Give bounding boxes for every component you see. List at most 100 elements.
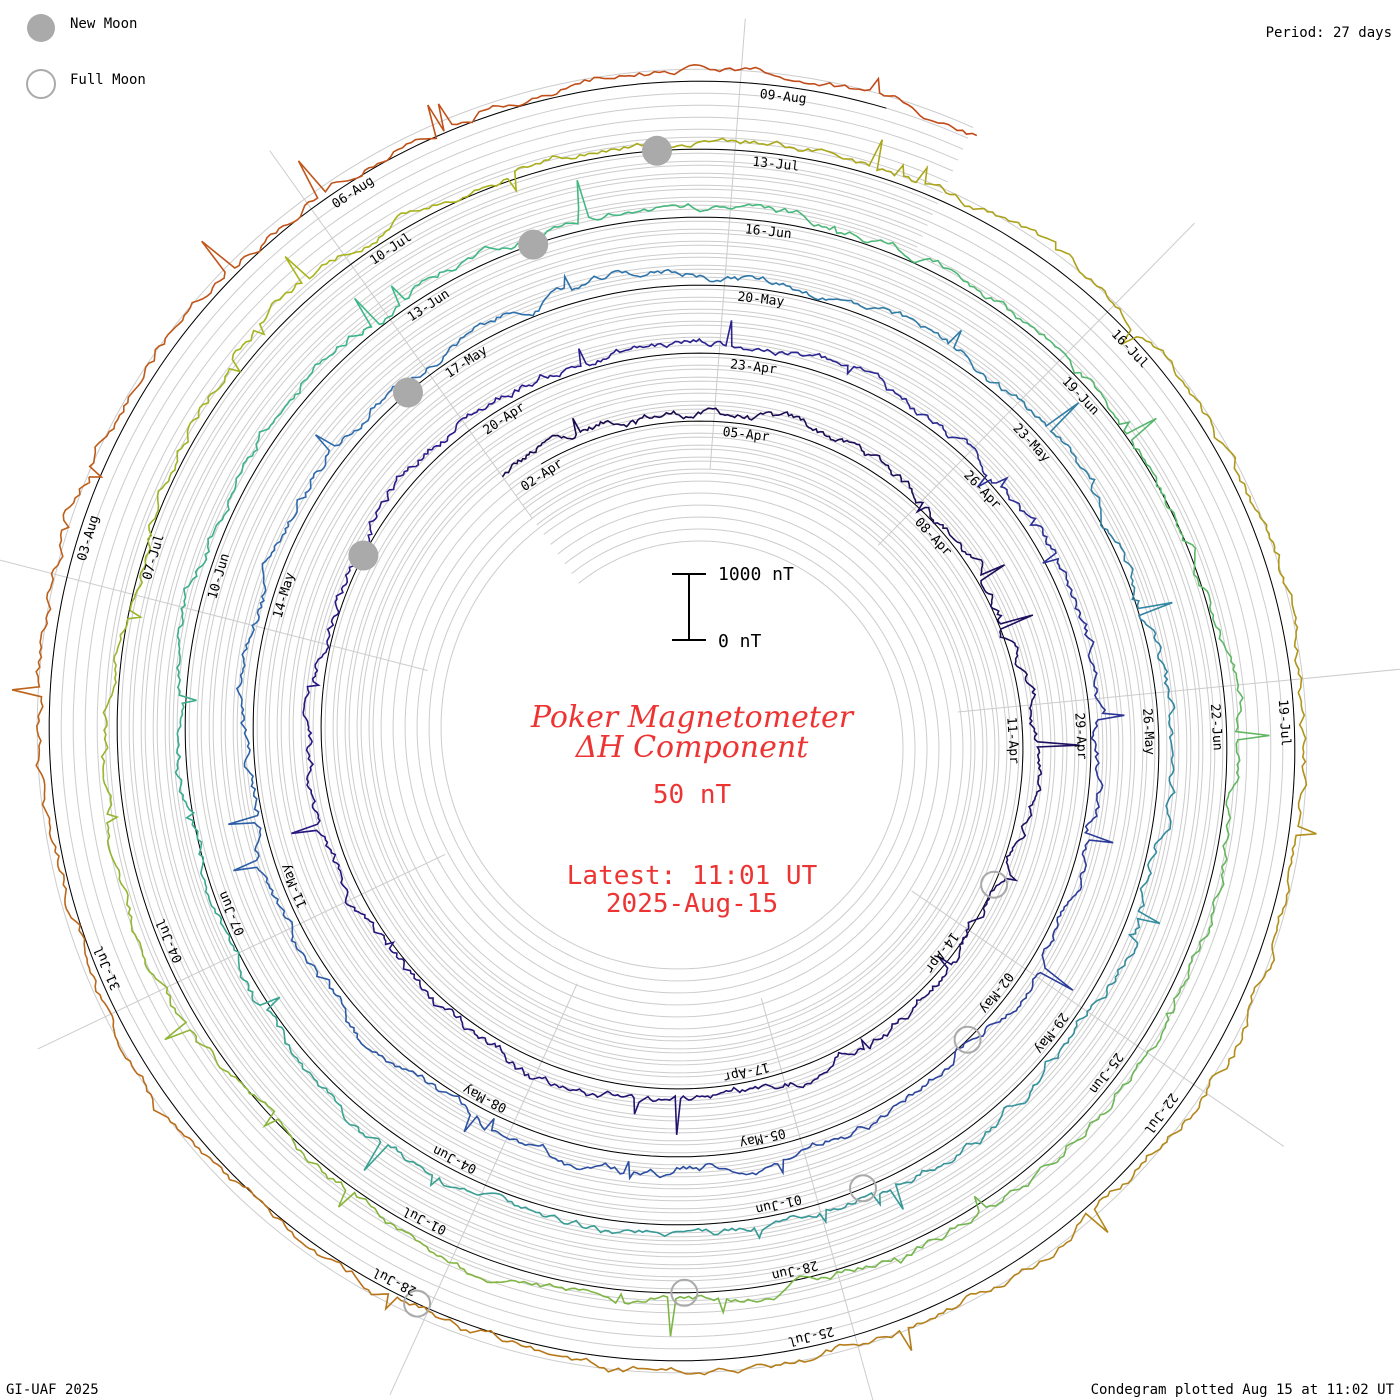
date-label: 05-May [738, 1125, 787, 1151]
magnetometer-trace-segment [1276, 752, 1317, 932]
date-label: 23-Apr [729, 357, 777, 377]
grid-spoke [37, 853, 446, 1050]
magnetometer-trace-segment [771, 1037, 871, 1090]
grid-ring [108, 140, 1236, 1302]
baseline-spirals [48, 80, 1296, 1362]
magnetometer-trace-segment [1201, 930, 1278, 1099]
scale-bar: 1000 nT 0 nT [672, 564, 794, 652]
magnetometer-trace-segment [708, 1139, 833, 1176]
magnetometer-trace-segment [174, 718, 205, 866]
full-moon-marker [670, 1278, 699, 1307]
magnetometer-trace-segment [186, 160, 333, 313]
magnetometer-trace-segment [263, 297, 373, 432]
magnetometer-trace-segment [810, 222, 959, 276]
magnetometer-trace-segment [737, 1322, 918, 1374]
magnetometer-trace-segment [989, 600, 1036, 693]
magnetometer-trace-segment [463, 1107, 581, 1171]
date-label: 16-Jun [744, 222, 792, 242]
magnetometer-trace-segment [140, 946, 243, 1084]
magnetometer-trace-segment [833, 1196, 980, 1277]
magnetometer-trace-segment [843, 299, 970, 359]
date-label: 17-Apr [722, 1059, 771, 1085]
date-label: 20-May [737, 290, 785, 310]
magnetometer-trace-segment [129, 447, 183, 611]
magnetometer-trace-segment [749, 347, 866, 376]
magnetometer-trace-segment [88, 311, 189, 478]
magnetometer-trace-segment [864, 453, 935, 524]
magnetometer-trace-segment [200, 864, 257, 1004]
magnetometer-trace-segment [1279, 573, 1307, 753]
full-moon-legend-label: Full Moon [70, 72, 146, 88]
grid-spoke [957, 668, 1400, 713]
magnetometer-trace-segment [302, 643, 330, 754]
magnetometer-trace-segment [937, 887, 996, 977]
date-label: 03-Aug [75, 514, 103, 563]
magnetometer-trace-segment [916, 1230, 1076, 1325]
magnetometer-trace-segment [1153, 711, 1176, 853]
magnetometer-trace-segment [678, 407, 776, 421]
magnetometer-trace-segment [967, 357, 1080, 453]
footer-credit: GI-UAF 2025 [6, 1382, 99, 1398]
magnetometer-trace-segment [669, 1275, 835, 1337]
full-moon-marker [403, 1289, 432, 1318]
new-moon-marker [348, 540, 379, 571]
grid-spoke [0, 559, 428, 671]
grid-spoke [877, 222, 1195, 546]
magnetometer-trace-segment [392, 951, 469, 1031]
magnetometer-trace-segment [831, 1075, 939, 1141]
magnetometer-trace-segment [102, 778, 142, 947]
latest-time: Latest: 11:01 UT [567, 861, 818, 891]
moon-markers [348, 135, 1009, 1318]
magnetometer-trace-segment [176, 568, 199, 719]
magnetometer-trace-segment [360, 1197, 506, 1284]
magnetometer-trace-segment [354, 245, 507, 326]
new-moon-marker [393, 377, 423, 408]
magnetometer-trace-segment [346, 1121, 478, 1196]
magnetometer-trace-segment [54, 851, 116, 1032]
magnetometer-trace-segment [113, 1031, 231, 1181]
grid-spoke [389, 983, 578, 1395]
magnetometer-trace-segment [229, 1179, 378, 1296]
magnetometer-trace-segment [228, 802, 294, 926]
magnetometer-trace-segment [933, 522, 1005, 601]
magnetometer-trace-segment [903, 1102, 1025, 1184]
magnetometer-trace-segment [431, 384, 527, 451]
magnetometer-trace-segment [957, 273, 1081, 374]
magnetometer-trace-segment [938, 991, 1030, 1078]
grid-spoke [911, 890, 1285, 1147]
magnetometer-trace-segment [376, 1293, 554, 1356]
magnetometer-trace-segment [1188, 809, 1232, 966]
magnetometer-trace-segment [709, 274, 844, 301]
magnetometer-trace-segment [241, 1082, 362, 1208]
date-label: 05-Apr [722, 425, 770, 445]
scale-value: 50 nT [653, 780, 732, 810]
grid-spoke [709, 18, 746, 469]
magnetometer-trace-segment [1079, 759, 1114, 881]
magnetometer-trace-segment [552, 1354, 739, 1376]
magnetometer-trace-segment [584, 410, 679, 432]
new-moon-marker [518, 229, 549, 260]
date-label: 14-May [271, 571, 299, 620]
magnetometer-trace-segment [255, 996, 348, 1123]
date-label: 29-Apr [1071, 712, 1089, 760]
magnetometer-trace-segment [1028, 691, 1080, 795]
magnetometer-trace-segment [197, 429, 265, 570]
date-label: 10-Jul [367, 230, 414, 269]
magnetometer-trace-segment [666, 1083, 772, 1135]
magnetometer-trace-segment [1074, 1097, 1203, 1234]
magnetometer-trace-segment [276, 433, 353, 545]
date-label: 09-Aug [759, 87, 807, 107]
date-label: 10-Jun [205, 552, 233, 601]
magnetometer-trace-segment [423, 152, 589, 210]
magnetometer-trace-segment [1225, 649, 1270, 810]
title-line-1: Poker Magnetometer [530, 700, 855, 735]
magnetometer-trace-segment [477, 1192, 620, 1235]
magnetometer-trace-segment [894, 95, 978, 137]
magnetometer-trace-segment [1085, 277, 1204, 413]
magnetometer-trace-segment [1028, 880, 1083, 993]
magnetometer-trace-segment [180, 300, 276, 449]
grid-ring [168, 200, 1176, 1242]
grid-ring [132, 164, 1212, 1278]
scale-bar-top-label: 1000 nT [718, 564, 794, 585]
